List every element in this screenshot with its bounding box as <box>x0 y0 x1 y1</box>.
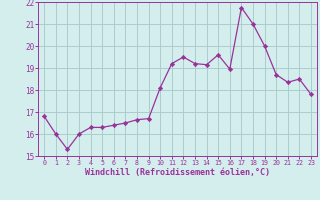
X-axis label: Windchill (Refroidissement éolien,°C): Windchill (Refroidissement éolien,°C) <box>85 168 270 177</box>
